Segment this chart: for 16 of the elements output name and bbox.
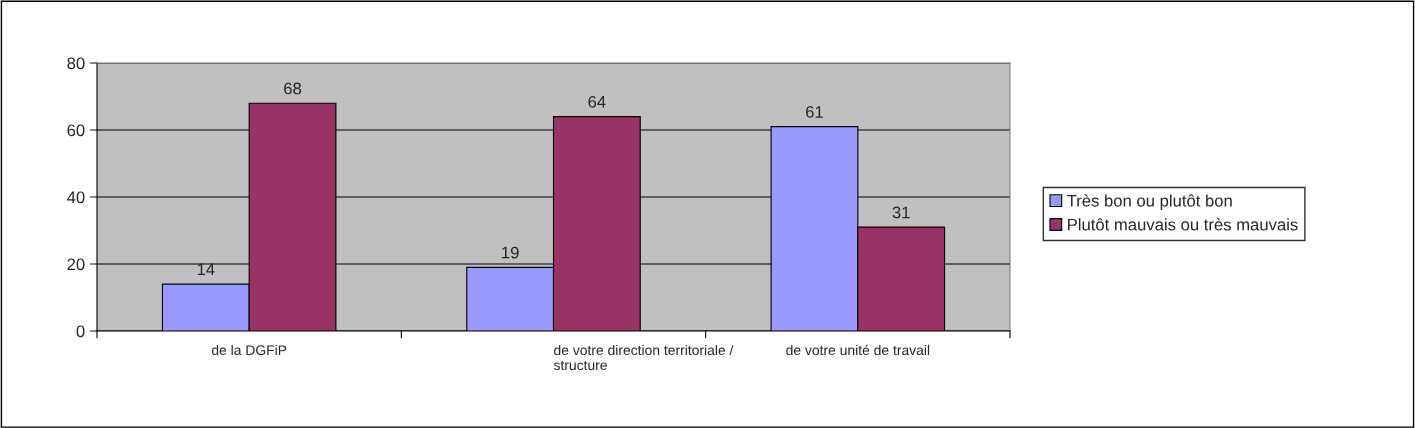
legend-label: Très bon ou plutôt bon — [1067, 194, 1232, 210]
data-label: 31 — [892, 206, 910, 219]
data-label: 19 — [502, 246, 519, 259]
data-label: 61 — [806, 106, 823, 118]
data-label: 64 — [588, 95, 606, 108]
legend-label: Plutôt mauvais ou très mauvais — [1068, 218, 1298, 231]
data-label: 14 — [197, 263, 215, 276]
data-label: 68 — [284, 82, 302, 95]
x-tick-label: de votre direction territoriale / structure — [553, 344, 734, 371]
x-tick-label: de la DGFiP — [211, 344, 287, 356]
x-tick-label: de votre unité de travail — [786, 344, 930, 356]
y-tick-label: 0 — [76, 325, 85, 338]
y-tick-label: 20 — [67, 258, 85, 271]
y-tick-label: 40 — [67, 191, 85, 204]
y-tick-label: 80 — [67, 57, 85, 70]
y-tick-label: 60 — [67, 124, 85, 137]
